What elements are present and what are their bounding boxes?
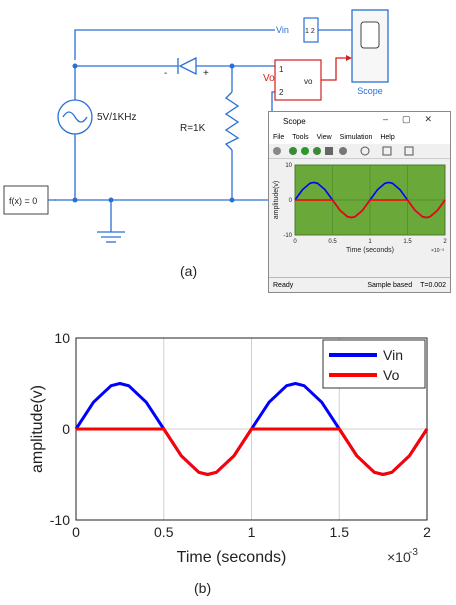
legend-label-vin: Vin	[383, 347, 403, 363]
x-tick-label: 1	[248, 524, 256, 540]
scope-window-title: Scope	[283, 116, 306, 126]
circuit-wires	[55, 29, 352, 243]
scope-toolbar	[269, 144, 450, 159]
junction-dot	[108, 197, 114, 203]
junction-dot	[72, 197, 78, 203]
x-exponent-power: -3	[409, 547, 418, 558]
fx-label: f(x) = 0	[9, 196, 37, 206]
resistor-label: R=1K	[180, 123, 206, 134]
junction-dot	[229, 63, 235, 69]
mini-x-tick: 0.5	[328, 239, 337, 245]
x-axis-label: Time (seconds)	[177, 549, 287, 566]
run-icon[interactable]	[301, 147, 309, 155]
mini-series-vo	[295, 199, 446, 219]
scope-menubar: File Tools View Simulation Help	[269, 130, 450, 144]
status-time: T=0.002	[420, 281, 446, 289]
legend-label-vo: Vo	[383, 367, 400, 383]
status-sample: Sample based	[367, 281, 413, 289]
menu-simulation[interactable]: Simulation	[339, 133, 373, 141]
autoscale-icon[interactable]	[382, 146, 392, 156]
step-forward-icon[interactable]	[313, 147, 321, 155]
scope-screen-icon	[360, 21, 380, 49]
junction-dot	[229, 197, 235, 203]
vin-ports: 1 2	[305, 28, 315, 35]
vo-wire	[321, 57, 350, 81]
fx-block[interactable]	[3, 185, 49, 215]
vo-block-in2: 2	[279, 88, 284, 97]
x-tick-label: 1.5	[330, 524, 350, 540]
vo-block[interactable]	[274, 59, 322, 101]
x-exponent-label: ×10	[387, 549, 411, 565]
y-tick-label: 10	[54, 330, 70, 346]
source-label: 5V/1KHz	[97, 112, 136, 123]
vo-block-name: vo	[304, 77, 313, 86]
mini-y-label: amplitude(v)	[273, 181, 280, 220]
ac-source-icon[interactable]	[57, 99, 93, 135]
vo-label: Vo	[263, 73, 275, 84]
mini-x-label: Time (seconds)	[346, 247, 394, 254]
y-axis-label: amplitude(v)	[29, 385, 46, 473]
mini-y-tick: -10	[283, 233, 292, 239]
y-tick-label: -10	[50, 512, 70, 528]
diode-minus-label: -	[164, 68, 167, 79]
x-tick-label: 0.5	[154, 524, 174, 540]
menu-tools[interactable]: Tools	[292, 133, 309, 141]
vin-block[interactable]	[303, 17, 319, 43]
x-tick-label: 2	[423, 524, 431, 540]
mini-y-tick: 0	[289, 198, 293, 204]
settings-icon[interactable]	[273, 147, 281, 155]
stop-icon[interactable]	[325, 147, 333, 155]
scope-window[interactable]: Scope –▢✕ File Tools View Simulation Hel…	[268, 111, 451, 293]
mini-exponent: ×10⁻³	[431, 248, 444, 254]
caption-b: (b)	[194, 580, 212, 596]
y-tick-label: 0	[62, 421, 70, 437]
vin-label: Vin	[276, 25, 289, 35]
step-back-icon[interactable]	[289, 147, 297, 155]
window-controls-icon[interactable]: –▢✕	[382, 114, 446, 124]
scope-titlebar[interactable]: Scope –▢✕	[269, 112, 450, 130]
highlight-icon[interactable]	[339, 147, 347, 155]
menu-help[interactable]: Help	[380, 133, 395, 141]
zoom-icon[interactable]	[360, 146, 370, 156]
tools-icon[interactable]	[404, 146, 414, 156]
diode-plus-label: +	[203, 68, 209, 79]
mini-y-tick: 10	[285, 163, 292, 169]
junction-dot	[72, 63, 78, 69]
mini-x-tick: 2	[443, 239, 447, 245]
circuit-diagram: 5V/1KHz - + R=1K Vin 1 2 Scope 1 2 vo Vo…	[3, 9, 389, 279]
menu-view[interactable]: View	[316, 133, 332, 141]
mini-x-tick: 1.5	[403, 239, 412, 245]
caption-a: (a)	[180, 263, 197, 279]
vo-block-in1: 1	[279, 65, 284, 74]
status-ready: Ready	[273, 281, 294, 289]
x-tick-label: 0	[72, 524, 80, 540]
scope-statusbar: Ready Sample based T=0.002	[269, 277, 450, 292]
diode-icon[interactable]	[177, 56, 197, 76]
scope-label: Scope	[357, 86, 383, 96]
menu-file[interactable]: File	[273, 133, 285, 141]
mini-x-tick: 1	[368, 239, 372, 245]
mini-x-tick: 0	[293, 239, 297, 245]
legend: Vin Vo	[322, 339, 426, 389]
series-line-vo	[76, 427, 429, 476]
